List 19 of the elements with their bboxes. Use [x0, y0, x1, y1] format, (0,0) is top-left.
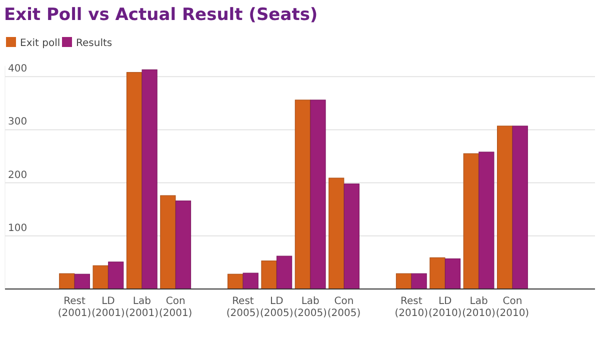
x-tick-label: LD (2010): [428, 296, 462, 319]
chart-title: Exit Poll vs Actual Result (Seats): [4, 5, 318, 25]
x-tick-label: Con (2001): [158, 296, 192, 319]
x-tick-label: Lab (2010): [462, 296, 496, 319]
y-tick-label: 100: [8, 222, 28, 234]
x-tick-label: Lab (2001): [125, 296, 159, 319]
y-tick-label: 400: [8, 64, 28, 75]
x-tick-label: LD (2005): [260, 296, 294, 319]
y-tick-label: 300: [8, 116, 28, 128]
x-tick-label: LD (2001): [92, 296, 125, 319]
legend-label: Results: [76, 38, 112, 49]
x-tick-label: Rest (2005): [226, 296, 260, 319]
y-tick-label: 200: [8, 170, 28, 181]
x-tick-label: Lab (2005): [294, 296, 328, 319]
x-tick-label: Rest (2001): [58, 296, 92, 319]
legend-label: Exit poll: [20, 38, 60, 49]
x-tick-label: Con (2010): [496, 296, 530, 319]
x-tick-label: Rest (2010): [394, 296, 428, 319]
x-tick-label: Con (2005): [327, 296, 361, 319]
